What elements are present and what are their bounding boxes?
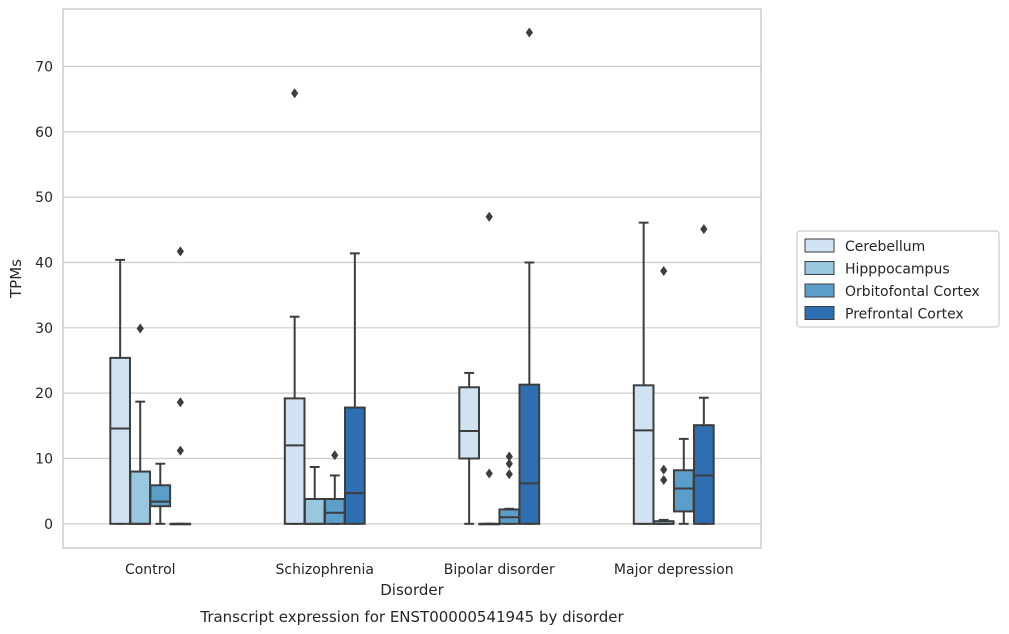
outlier-point — [136, 323, 144, 334]
outlier-point — [505, 458, 513, 469]
box-body — [109, 356, 131, 525]
legend-label: Cerebellum — [845, 239, 925, 255]
y-tick-label: 30 — [35, 321, 53, 337]
outlier-point — [660, 475, 668, 486]
box-hipppocampus — [129, 323, 152, 525]
outlier-point — [505, 451, 513, 462]
y-tick-label: 40 — [35, 255, 53, 271]
outlier-point — [176, 445, 184, 456]
box-cerebellum — [458, 371, 480, 525]
legend-label: Prefrontal Cortex — [845, 307, 964, 323]
outlier-point — [485, 211, 493, 222]
outlier-point — [660, 464, 668, 475]
box-body — [129, 470, 152, 525]
box-prefrontal-cortex — [693, 224, 715, 525]
y-tick-label: 50 — [35, 190, 53, 206]
x-tick-label: Bipolar disorder — [444, 562, 555, 578]
box-cerebellum — [632, 221, 655, 525]
y-axis-label: TPMs — [7, 259, 25, 299]
legend-swatch — [804, 306, 835, 320]
gridlines — [63, 65, 761, 525]
box-prefrontal-cortex — [169, 246, 192, 526]
legend-swatch — [804, 261, 835, 275]
legend-swatch — [804, 283, 835, 298]
box-cerebellum — [109, 258, 131, 525]
box-prefrontal-cortex — [344, 252, 366, 525]
y-axis-ticks: 0 10 20 30 40 50 60 70 — [35, 59, 53, 532]
outlier-point — [176, 246, 184, 257]
box-hipppocampus — [652, 265, 675, 525]
y-tick-label: 60 — [35, 125, 53, 141]
x-tick-label: Major depression — [614, 562, 734, 578]
legend-box — [796, 230, 1000, 328]
box-orbitofontal-cortex — [149, 462, 172, 525]
y-tick-label: 70 — [35, 59, 53, 75]
outlier-point — [485, 468, 493, 479]
x-tick-label: Schizophrenia — [276, 562, 374, 578]
box-prefrontal-cortex — [518, 27, 541, 525]
x-tick-label: Control — [125, 562, 176, 578]
box-hipppocampus — [303, 465, 326, 525]
legend: Cerebellum Hipppocampus Orbitofontal Corte… — [796, 230, 1000, 328]
outlier-point — [505, 469, 513, 480]
legend-label: Hipppocampus — [845, 262, 950, 278]
box-body — [632, 384, 655, 525]
x-axis-ticks: Control Schizophrenia Bipolar disorder Majo… — [125, 562, 734, 578]
outlier-point — [525, 27, 533, 38]
box-hipppocampus — [478, 211, 501, 526]
box-body — [458, 386, 480, 460]
box-body — [303, 498, 326, 525]
box-body — [344, 406, 366, 525]
box-groups — [109, 27, 715, 526]
box-orbitofontal-cortex — [672, 437, 695, 525]
box-body — [283, 397, 306, 525]
plot-frame — [62, 8, 762, 549]
outlier-point — [176, 397, 184, 408]
legend-label: Orbitofontal Cortex — [845, 284, 980, 300]
y-tick-label: 10 — [35, 451, 53, 467]
outlier-point — [660, 265, 668, 276]
box-body — [323, 498, 346, 525]
y-tick-label: 0 — [44, 517, 53, 533]
box-body — [149, 484, 172, 508]
chart-caption: Transcript expression for ENST0000054194… — [199, 608, 624, 626]
box-body — [518, 383, 541, 525]
outlier-point — [291, 88, 299, 99]
box-body — [672, 469, 695, 513]
outlier-point — [700, 224, 708, 235]
y-tick-label: 20 — [35, 386, 53, 402]
box-orbitofontal-cortex — [498, 451, 521, 525]
box-orbitofontal-cortex — [323, 450, 346, 525]
legend-swatch — [804, 238, 835, 253]
box-cerebellum — [283, 88, 306, 525]
outlier-point — [331, 450, 339, 461]
x-axis-label: Disorder — [380, 581, 444, 599]
